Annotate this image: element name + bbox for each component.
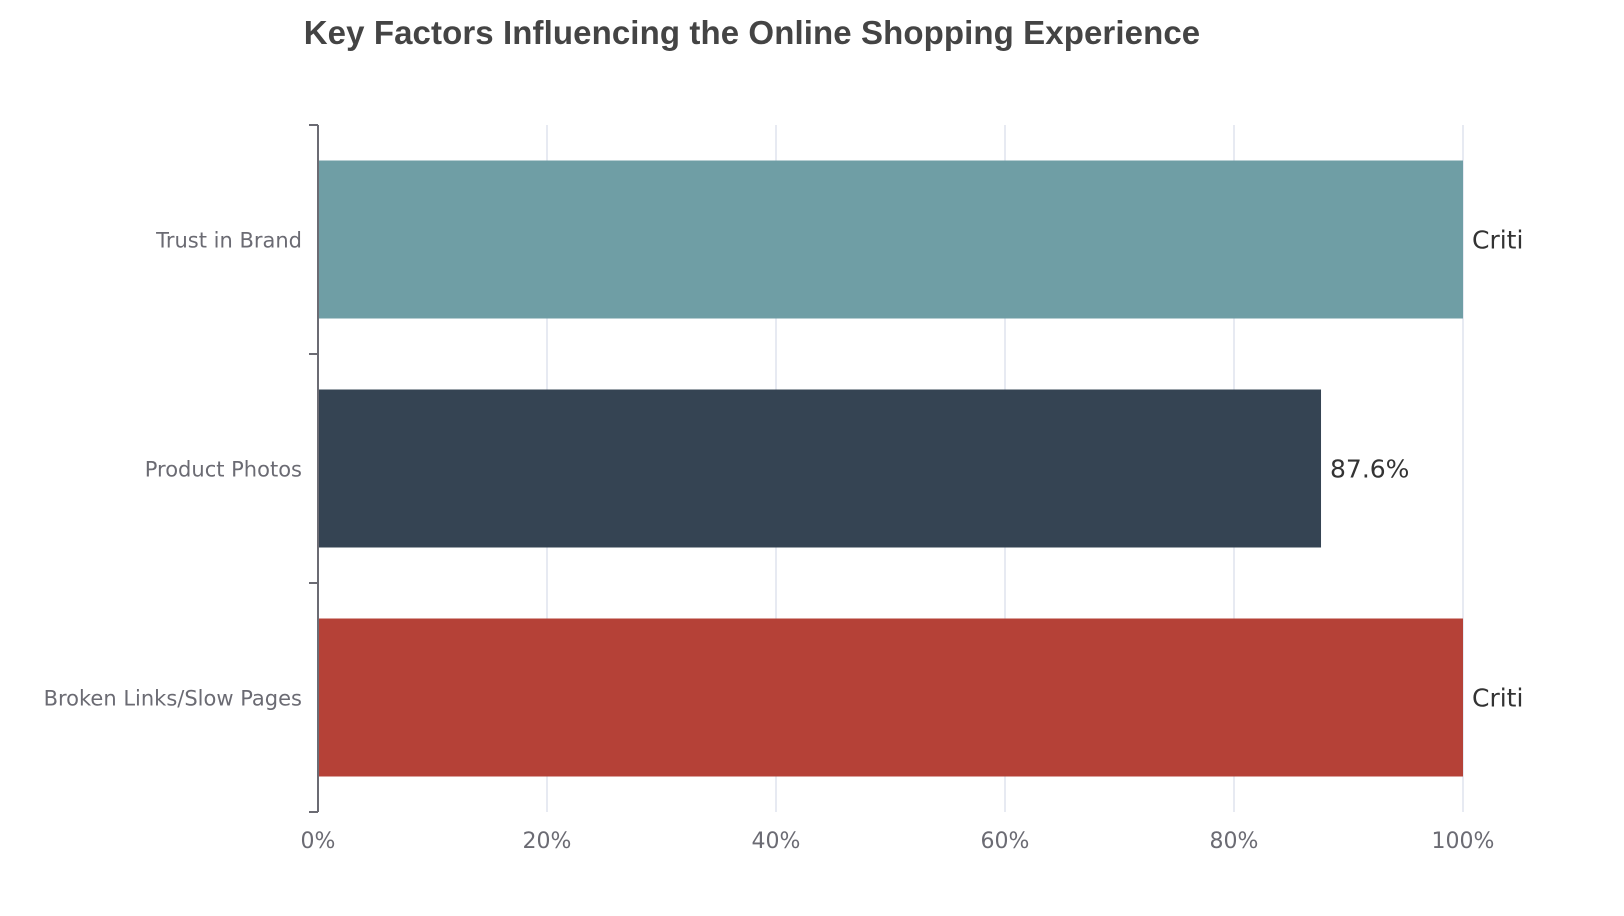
data-label: Criti (1472, 226, 1523, 255)
x-tick-label: 100% (1432, 829, 1495, 854)
x-tick-labels: 0% 20% 40% 60% 80% 100% (301, 829, 1495, 854)
x-tick-label: 0% (301, 829, 336, 854)
x-tick-label: 20% (523, 829, 572, 854)
category-label: Product Photos (145, 458, 302, 482)
data-label: Criti (1472, 684, 1523, 713)
data-labels: Criti 87.6% Criti (1330, 226, 1523, 713)
category-label: Broken Links/Slow Pages (44, 687, 302, 711)
x-tick-label: 60% (981, 829, 1030, 854)
y-axis (309, 124, 319, 813)
chart-title: Key Factors Influencing the Online Shopp… (303, 14, 1201, 51)
data-label: 87.6% (1330, 455, 1409, 484)
bar[interactable] (318, 389, 1322, 548)
x-tick-label: 80% (1210, 829, 1259, 854)
bars (318, 160, 1463, 777)
bar[interactable] (318, 618, 1463, 777)
category-labels: Trust in Brand Product Photos Broken Links… (44, 229, 302, 711)
bar[interactable] (318, 160, 1463, 319)
category-label: Trust in Brand (155, 229, 302, 253)
x-tick-label: 40% (752, 829, 801, 854)
